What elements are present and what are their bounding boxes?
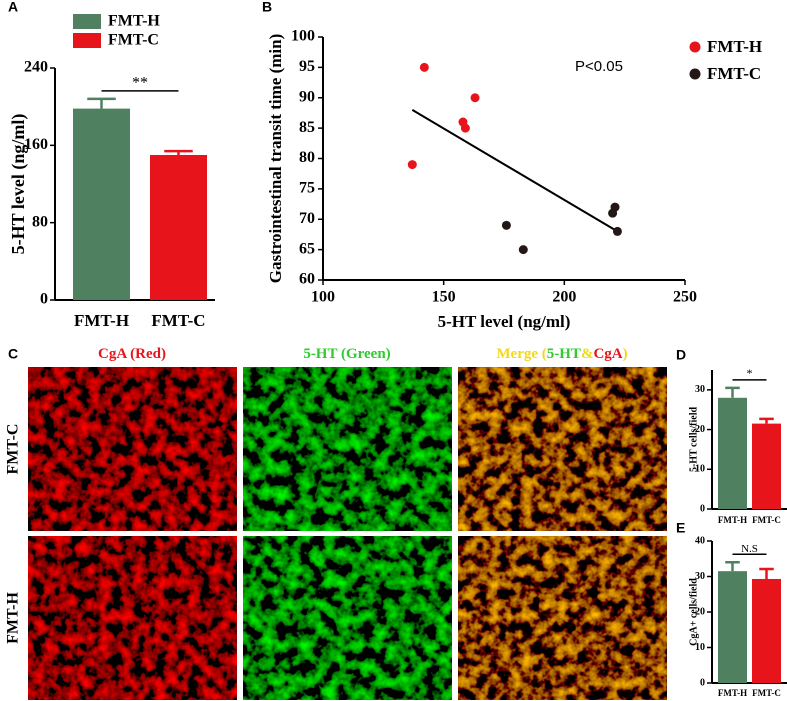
point <box>460 123 470 133</box>
micrograph <box>243 536 452 700</box>
y-tick-label: 65 <box>299 240 315 257</box>
y-tick-label: 0 <box>700 677 705 688</box>
micrograph <box>458 536 667 700</box>
column-title-part: & <box>581 346 594 362</box>
significance-label: N.S <box>741 543 758 555</box>
panel-letter: A <box>8 0 18 15</box>
column-title: CgA (Red) <box>98 346 166 362</box>
column-title-part: Merge ( <box>496 346 546 362</box>
column-title: 5-HT (Green) <box>303 346 390 362</box>
y-tick-label: 80 <box>299 149 315 166</box>
panel-letter: B <box>262 0 272 15</box>
column-title-part: 5-HT <box>547 346 581 362</box>
x-tick-label: FMT-H <box>718 688 747 698</box>
legend-label: FMT-H <box>707 37 762 56</box>
legend-swatch <box>73 33 101 48</box>
point <box>470 93 480 103</box>
legend-swatch <box>73 14 101 29</box>
point <box>419 62 429 72</box>
y-tick-label: 10 <box>695 464 705 475</box>
y-tick-label: 80 <box>32 213 48 230</box>
trend-line <box>411 109 618 233</box>
y-tick-label: 70 <box>299 210 315 227</box>
y-tick-label: 85 <box>299 119 315 136</box>
legend-label: FMT-C <box>108 32 159 49</box>
x-tick-label: FMT-C <box>151 311 205 330</box>
micrographs <box>28 367 667 700</box>
column-title-part: 5-HT (Green) <box>303 346 390 362</box>
y-tick-label: 40 <box>695 535 705 546</box>
x-axis-label: 5-HT level (ng/ml) <box>438 312 571 331</box>
y-tick-label: 240 <box>24 59 48 76</box>
y-axis-label: Gastrointestinal transit time (min) <box>266 34 285 283</box>
error-bar <box>759 567 774 579</box>
bar <box>73 108 130 300</box>
y-tick-label: 30 <box>695 384 705 395</box>
x-tick-label: FMT-H <box>718 515 747 525</box>
annotation: P<0.05 <box>575 58 623 75</box>
micrograph <box>28 536 237 700</box>
column-title-part: ) <box>623 346 628 362</box>
micrograph <box>458 367 667 531</box>
y-tick-label: 0 <box>40 291 48 308</box>
y-tick-label: 90 <box>299 88 315 105</box>
x-tick-label: 150 <box>432 289 456 306</box>
point <box>518 245 528 255</box>
legend-label: FMT-C <box>707 64 761 83</box>
bar <box>718 397 747 509</box>
y-axis-label: CgA+ cells/field <box>688 578 699 646</box>
x-tick-label: FMT-H <box>74 311 129 330</box>
y-tick-label: 0 <box>700 503 705 514</box>
y-tick-label: 160 <box>24 136 48 153</box>
column-title: Merge (5-HT&CgA) <box>496 346 627 362</box>
x-tick-label: 100 <box>311 289 335 306</box>
row-label: FMT-C <box>5 424 22 475</box>
legend-marker <box>689 68 701 80</box>
legend-marker <box>689 41 701 53</box>
bar <box>718 571 747 683</box>
bar <box>150 155 207 300</box>
error-bar <box>725 561 740 572</box>
panel-letter: E <box>676 520 685 536</box>
y-tick-label: 95 <box>299 58 315 75</box>
x-tick-label: 200 <box>552 289 576 306</box>
panel-letter: D <box>676 347 686 363</box>
point <box>610 202 620 212</box>
bar <box>752 423 781 509</box>
y-tick-label: 10 <box>695 642 705 653</box>
micrograph <box>28 367 237 531</box>
column-title-part: CgA <box>593 346 622 362</box>
y-tick-label: 20 <box>695 424 705 435</box>
y-tick-label: 100 <box>291 28 315 45</box>
x-tick-label: FMT-C <box>752 688 781 698</box>
bar <box>752 578 781 683</box>
column-title-part: CgA (Red) <box>98 346 166 362</box>
point <box>501 220 511 230</box>
y-tick-label: 20 <box>695 606 705 617</box>
error-bar <box>759 417 774 424</box>
y-axis-label: 5-HT level (ng/ml) <box>8 114 29 255</box>
x-tick-label: 250 <box>673 289 697 306</box>
y-axis-label: 5-HT cells/field <box>688 407 699 473</box>
error-bar <box>725 386 740 398</box>
y-tick-label: 30 <box>695 571 705 582</box>
row-label: FMT-H <box>5 592 22 644</box>
legend-label: FMT-H <box>108 13 160 30</box>
significance-label: * <box>747 366 753 380</box>
error-bar <box>87 97 116 109</box>
micrograph <box>243 367 452 531</box>
x-tick-label: FMT-C <box>752 515 781 525</box>
significance-label: ** <box>132 74 148 91</box>
point <box>407 160 417 170</box>
y-tick-label: 75 <box>299 180 315 197</box>
error-bar <box>164 149 193 155</box>
point <box>612 226 622 236</box>
panel-letter: C <box>8 346 18 362</box>
y-tick-label: 60 <box>299 271 315 288</box>
